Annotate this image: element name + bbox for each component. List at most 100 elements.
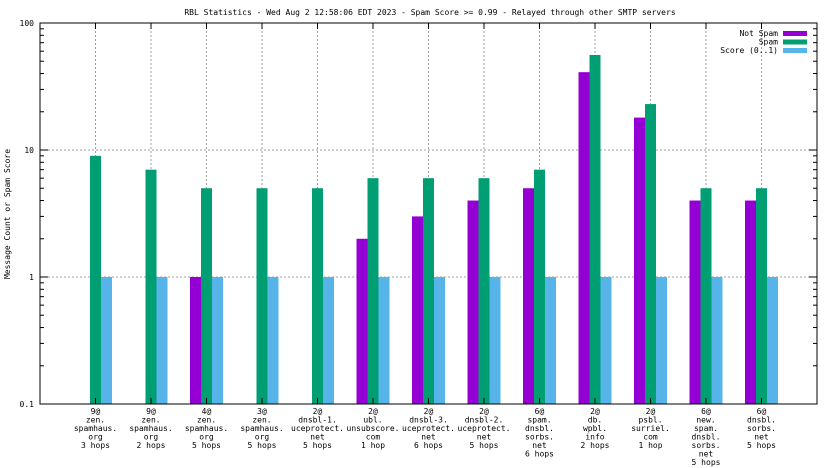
bar-spam — [256, 188, 268, 404]
x-tick-label-line: 2@ — [368, 407, 378, 416]
x-tick-label-line: zen. — [252, 416, 271, 425]
y-axis: 0.1 1 10 100 — [20, 19, 817, 409]
bar-score-0-1 — [600, 277, 612, 404]
y-tick-label: 100 — [20, 19, 35, 28]
x-tick-label-line: 5 hops — [248, 441, 277, 450]
x-tick-label-line: 9@ — [146, 407, 156, 416]
bar-score-0-1 — [101, 277, 112, 404]
x-tick-label-line: surriel. — [631, 424, 670, 433]
x-tick-label-line: org — [88, 433, 103, 442]
x-tick-label-line: net — [477, 433, 492, 442]
bar-score-0-1 — [156, 277, 168, 404]
bars — [90, 54, 778, 405]
x-tick-label-line: 2 hops — [137, 441, 166, 450]
x-tick-label-line: spamhaus. — [129, 424, 172, 433]
legend-swatch — [783, 31, 807, 36]
bar-spam — [756, 188, 767, 404]
x-tick-label-line: spamhaus. — [240, 424, 283, 433]
x-tick-label-line: spam. — [694, 424, 718, 433]
x-tick-label-line: 4@ — [202, 407, 212, 416]
x-tick-label-line: 5 hops — [692, 458, 721, 467]
x-tick-label-line: sorbs. — [525, 433, 554, 442]
x-tick-label-line: sorbs. — [692, 441, 721, 450]
x-tick-label-line: uceprotect. — [458, 424, 511, 433]
x-tick-label-line: spamhaus. — [185, 424, 228, 433]
legend-swatch — [783, 48, 807, 53]
x-tick-label-line: org — [199, 433, 214, 442]
x-tick-label-line: 2 hops — [581, 441, 610, 450]
x-tick-label-line: uceprotect. — [402, 424, 455, 433]
legend-label: Spam — [759, 38, 778, 47]
x-tick-label-line: dnsbl-3. — [409, 416, 448, 425]
bar-spam — [312, 188, 323, 404]
x-tick-label-line: 6@ — [701, 407, 711, 416]
x-tick-label-line: dnsbl. — [692, 433, 721, 442]
x-tick-label-line: 5 hops — [303, 441, 332, 450]
x-tick-label-line: wpbl. — [583, 424, 607, 433]
bar-score-0-1 — [656, 277, 667, 404]
bar-spam — [90, 155, 101, 404]
bar-score-0-1 — [434, 277, 445, 404]
x-tick-label-line: zen. — [197, 416, 216, 425]
x-tick-label: 9@ zen. spamhaus. org 2 hops — [129, 407, 172, 450]
x-tick-label-line: 1 hop — [361, 441, 385, 450]
bar-score-0-1 — [267, 277, 279, 404]
x-tick-label: 2@ dnsbl-1. uceprotect. net 5 hops — [291, 407, 344, 450]
x-tick-label-line: sorbs. — [747, 424, 776, 433]
x-tick-label-line: 6 hops — [525, 450, 554, 459]
x-tick-label-line: 2@ — [424, 407, 434, 416]
x-tick-label: 2@ ubl. unsubscore. com 1 hop — [347, 407, 400, 450]
legend-label: Score (0..1) — [720, 46, 778, 55]
bar-score-0-1 — [489, 277, 501, 404]
x-tick-label-line: net — [754, 433, 769, 442]
bar-spam — [367, 178, 379, 404]
legend-label: Not Spam — [739, 29, 778, 38]
bar-not-spam — [578, 72, 590, 404]
x-tick-label-line: db. — [588, 416, 602, 425]
x-tick-label: 6@ dnsbl. sorbs. net 5 hops — [747, 407, 776, 450]
x-tick-label-line: ubl. — [363, 416, 382, 425]
bar-score-0-1 — [711, 277, 723, 404]
x-tick-label-line: 2@ — [313, 407, 323, 416]
bar-not-spam — [523, 188, 534, 404]
x-tick-label-line: 9@ — [91, 407, 101, 416]
x-tick-label-line: 2@ — [590, 407, 600, 416]
x-tick-label-line: net — [532, 441, 547, 450]
x-tick-label: 3@ zen. spamhaus. org 5 hops — [240, 407, 283, 450]
x-tick-label-line: unsubscore. — [347, 424, 400, 433]
x-tick-label-line: zen. — [141, 416, 160, 425]
bar-spam — [645, 104, 656, 405]
x-tick-label-line: 3@ — [257, 407, 267, 416]
x-tick-label-line: dnsbl-2. — [465, 416, 504, 425]
bar-score-0-1 — [767, 277, 778, 404]
x-tick-label-line: new. — [696, 416, 715, 425]
x-tick-label-line: net — [310, 433, 325, 442]
bar-score-0-1 — [378, 277, 390, 404]
x-tick-label: 2@ db. wpbl. info 2 hops — [581, 407, 610, 450]
bar-score-0-1 — [545, 277, 556, 404]
bar-score-0-1 — [323, 277, 334, 404]
legend-swatch — [783, 39, 807, 45]
bar-spam — [478, 178, 490, 404]
x-tick-label-line: com — [366, 433, 381, 442]
x-tick-label-line: 5 hops — [470, 441, 499, 450]
x-tick-label-line: 6 hops — [414, 441, 443, 450]
y-axis-label: Message Count or Spam Score — [3, 149, 12, 279]
x-tick-label-line: 1 hop — [638, 441, 662, 450]
bar-spam — [201, 188, 212, 404]
x-tick-label-line: 6@ — [757, 407, 767, 416]
x-tick-label-line: 3 hops — [81, 441, 110, 450]
x-tick-label-line: net — [699, 450, 714, 459]
bar-score-0-1 — [212, 277, 223, 404]
x-tick-label: 6@ spam. dnsbl. sorbs. net 6 hops — [525, 407, 554, 459]
x-tick-label-line: 5 hops — [747, 441, 776, 450]
x-tick-label-line: 6@ — [535, 407, 545, 416]
bar-spam — [145, 169, 157, 404]
x-tick-label-line: dnsbl-1. — [298, 416, 337, 425]
x-tick-label-line: com — [643, 433, 658, 442]
x-tick-label-line: info — [585, 433, 604, 442]
x-tick-label: 2@ psbl. surriel. com 1 hop — [631, 407, 670, 450]
x-tick-label: 4@ zen. spamhaus. org 5 hops — [185, 407, 228, 450]
x-tick-label: 6@ new. spam. dnsbl. sorbs. net 5 hops — [692, 407, 721, 467]
